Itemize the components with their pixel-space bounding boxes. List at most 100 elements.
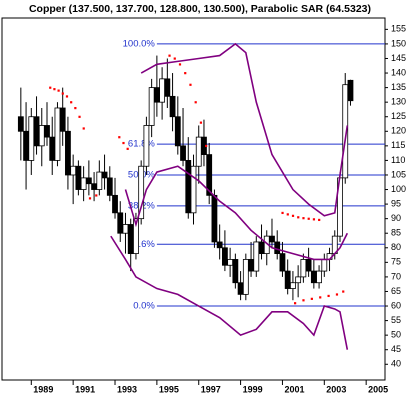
sar-dot (319, 296, 322, 299)
sar-dot (82, 127, 85, 130)
band-line (110, 235, 349, 350)
plot-frame (1, 17, 386, 381)
y-tick-label: 70 (391, 271, 401, 281)
candle-body (164, 78, 171, 97)
candle-body (310, 270, 317, 284)
y-tick-label: 45 (391, 344, 401, 354)
sar-dot (61, 92, 64, 95)
candle-body (17, 116, 24, 132)
sar-dot (49, 86, 52, 89)
candle-body (242, 259, 249, 295)
sar-dot (302, 217, 305, 220)
candle-body (138, 165, 145, 220)
y-tick-label: 40 (391, 359, 401, 369)
y-tick-label: 90 (391, 213, 401, 223)
sar-dot (194, 101, 197, 104)
candle-body (174, 116, 181, 147)
x-tick-label: 2003 (326, 384, 346, 394)
candle-body (305, 259, 312, 272)
candle-body (122, 224, 129, 234)
candle-body (23, 130, 29, 161)
y-tick-label: 75 (391, 257, 401, 267)
candle-body (274, 241, 281, 255)
candle-body (284, 270, 291, 289)
fib-label: 61.8% (128, 139, 155, 150)
fib-label: 100.0% (123, 38, 156, 49)
sar-dot (312, 218, 316, 221)
candle-body (290, 282, 296, 289)
candle-body (65, 130, 71, 176)
x-tick-label: 1989 (33, 384, 53, 394)
candle-body (70, 165, 77, 176)
y-tick-label: 150 (391, 38, 406, 48)
y-tick-label: 85 (391, 228, 401, 238)
y-tick-label: 120 (391, 126, 406, 136)
y-tick-label: 155 (391, 24, 406, 34)
candle-body (180, 145, 186, 161)
candle-body (49, 136, 56, 161)
candle-body (195, 136, 202, 167)
y-tick-label: 115 (391, 140, 405, 150)
candle-body (169, 95, 176, 118)
sar-dot (327, 294, 330, 298)
candle-body (295, 276, 302, 284)
candle-body (342, 84, 349, 179)
sar-dot (53, 88, 56, 91)
candle-body (232, 259, 239, 284)
y-tick-label: 50 (391, 330, 401, 340)
candle-body (75, 165, 82, 190)
x-tick-label: 2005 (368, 384, 388, 394)
sar-dot (294, 302, 297, 305)
candle-body (127, 224, 134, 255)
x-tick-label: 1999 (243, 384, 263, 394)
sar-dot (302, 299, 305, 302)
candle-body (258, 241, 265, 255)
candle-body (33, 116, 40, 147)
chart-title: Copper (137.500, 137.700, 128.800, 130.5… (29, 3, 371, 15)
y-tick-label: 125 (391, 111, 406, 121)
sar-dot (297, 216, 300, 219)
y-tick-label: 145 (391, 53, 406, 63)
candle-body (316, 270, 322, 284)
candle-body (206, 154, 213, 196)
candle-body (54, 107, 61, 161)
sar-dot (126, 147, 129, 150)
x-tick-label: 1993 (117, 384, 137, 394)
sar-dot (65, 95, 69, 98)
y-tick-label: 95 (391, 198, 401, 208)
candle-body (148, 87, 155, 126)
sar-dot (189, 83, 192, 86)
candle-body (101, 171, 108, 179)
candle-body (106, 177, 113, 196)
sar-dot (74, 106, 77, 110)
y-tick-label: 65 (391, 286, 401, 296)
candle-body (143, 125, 150, 167)
sar-dot (95, 194, 98, 197)
y-tick-label: 140 (391, 67, 406, 77)
y-tick-label: 80 (391, 242, 401, 252)
candle-body (190, 165, 197, 214)
sar-dot (291, 214, 295, 217)
x-tick-label: 1995 (159, 384, 179, 394)
sar-dot (205, 144, 208, 148)
sar-dot (70, 101, 73, 104)
candle-body (112, 194, 118, 214)
candle-body (133, 218, 139, 255)
candle-body (28, 116, 35, 161)
candle-body (153, 87, 160, 103)
candle-body (269, 235, 275, 243)
candle-body (38, 125, 45, 147)
sar-dot (281, 211, 284, 215)
candle-body (80, 177, 87, 190)
y-tick-label: 105 (391, 169, 406, 179)
sar-dot (178, 63, 182, 66)
sar-dot (318, 218, 321, 222)
y-tick-label: 110 (391, 155, 405, 165)
x-tick-label: 2001 (284, 384, 304, 394)
y-tick-label: 135 (391, 82, 406, 92)
candle-body (211, 194, 218, 243)
candle-body (159, 78, 166, 103)
sar-dot (173, 57, 176, 60)
sar-dot (307, 217, 310, 220)
